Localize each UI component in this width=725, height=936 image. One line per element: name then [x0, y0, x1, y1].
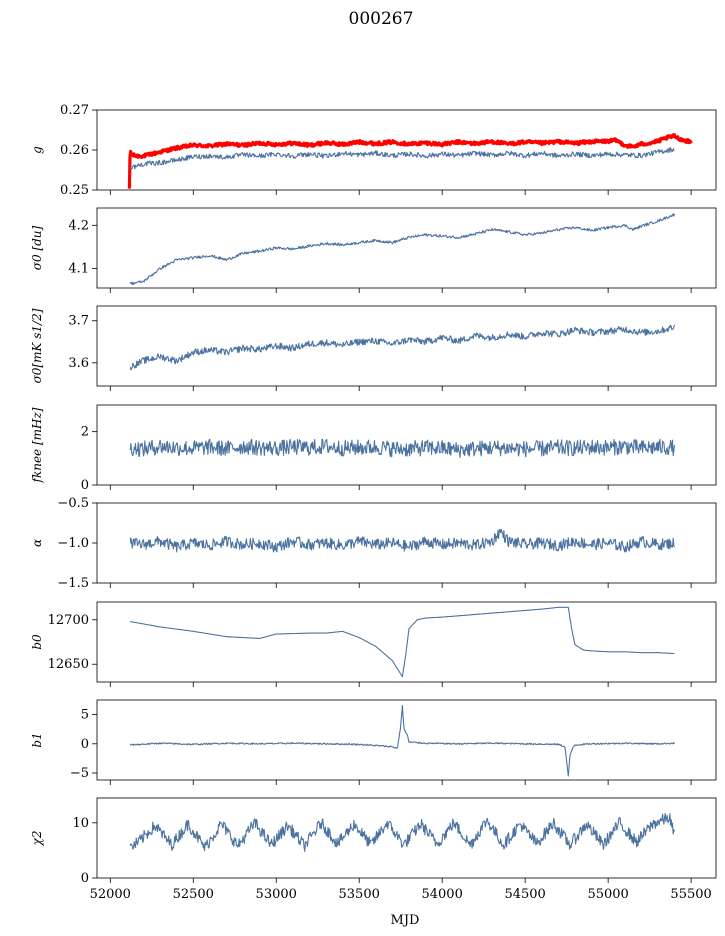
panel-3: 3.6 3.7 σ0[mK s1/2]: [30, 305, 717, 391]
panel-2: 4.1 4.2 σ0 [du]: [30, 207, 717, 293]
figure-title: 000267: [349, 9, 414, 29]
panel-frame: [96, 207, 717, 289]
y-tick-label: −1.5: [57, 576, 89, 591]
y-tick-label: 3.6: [68, 356, 89, 371]
y-axis-label: σ0 [du]: [30, 225, 44, 270]
y-tick-label: 0: [81, 737, 89, 752]
y-axis-label: g: [30, 146, 44, 154]
y-tick-label: 3.7: [68, 314, 89, 329]
y-tick-label: −1.0: [57, 536, 89, 551]
panel-7: −5 0 5 b1: [30, 699, 717, 785]
y-tick-label: 0: [81, 478, 89, 493]
series-line: [129, 213, 676, 286]
y-tick-label: 0: [81, 871, 89, 886]
x-tick-label: 54000: [421, 887, 462, 902]
y-tick-label: −5: [70, 766, 89, 781]
y-tick-label: 12700: [48, 613, 89, 628]
panel-frame: [96, 699, 717, 781]
y-tick-label: 0.27: [60, 103, 89, 118]
x-tick-label: 52000: [90, 887, 131, 902]
x-tick-label: 53500: [339, 887, 380, 902]
y-axis-label: χ2: [30, 831, 44, 847]
series-line: [127, 133, 693, 189]
y-axis-label: σ0[mK s1/2]: [30, 308, 44, 383]
y-tick-label: −0.5: [57, 496, 89, 511]
y-tick-label: 4.2: [68, 218, 89, 233]
y-tick-label: 0.26: [60, 143, 89, 158]
series-line: [129, 147, 675, 170]
x-tick-label: 55500: [670, 887, 711, 902]
panel-1: 0.25 0.26 0.27 g: [30, 103, 717, 198]
y-tick-label: 10: [72, 816, 89, 831]
panel-4: 0 2 fknee [mHz]: [30, 404, 717, 493]
y-tick-label: 5: [81, 708, 89, 723]
panel-8: 0 10 52000 52500 53000 53500 54000 54500 55000 55…: [30, 797, 717, 902]
x-tick-label: 52500: [173, 887, 214, 902]
panel-frame: [96, 305, 717, 387]
panel-6: 12650 12700 b0: [30, 601, 717, 687]
y-axis-label: α: [30, 539, 44, 547]
panel-frame: [96, 404, 717, 486]
x-tick-label: 54500: [504, 887, 545, 902]
panel-frame: [96, 109, 717, 191]
x-axis-label: MJD: [391, 913, 420, 928]
series-line: [130, 606, 675, 678]
y-tick-label: 4.1: [68, 262, 89, 277]
series-line: [129, 324, 676, 371]
series-line: [129, 528, 675, 553]
y-tick-label: 12650: [48, 657, 89, 672]
y-tick-label: 0.25: [60, 183, 89, 198]
panel-frame: [96, 797, 717, 879]
series-line: [129, 812, 676, 852]
y-axis-label: b0: [30, 634, 44, 650]
panel-5: −1.5 −1.0 −0.5 α: [30, 496, 717, 591]
x-tick-label: 55000: [587, 887, 628, 902]
y-axis-label: fknee [mHz]: [30, 407, 44, 483]
y-tick-label: 2: [81, 425, 89, 440]
series-line: [129, 438, 676, 458]
series-line: [129, 704, 675, 777]
panel-frame: [96, 601, 717, 683]
y-axis-label: b1: [30, 732, 44, 747]
x-tick-label: 53000: [256, 887, 297, 902]
